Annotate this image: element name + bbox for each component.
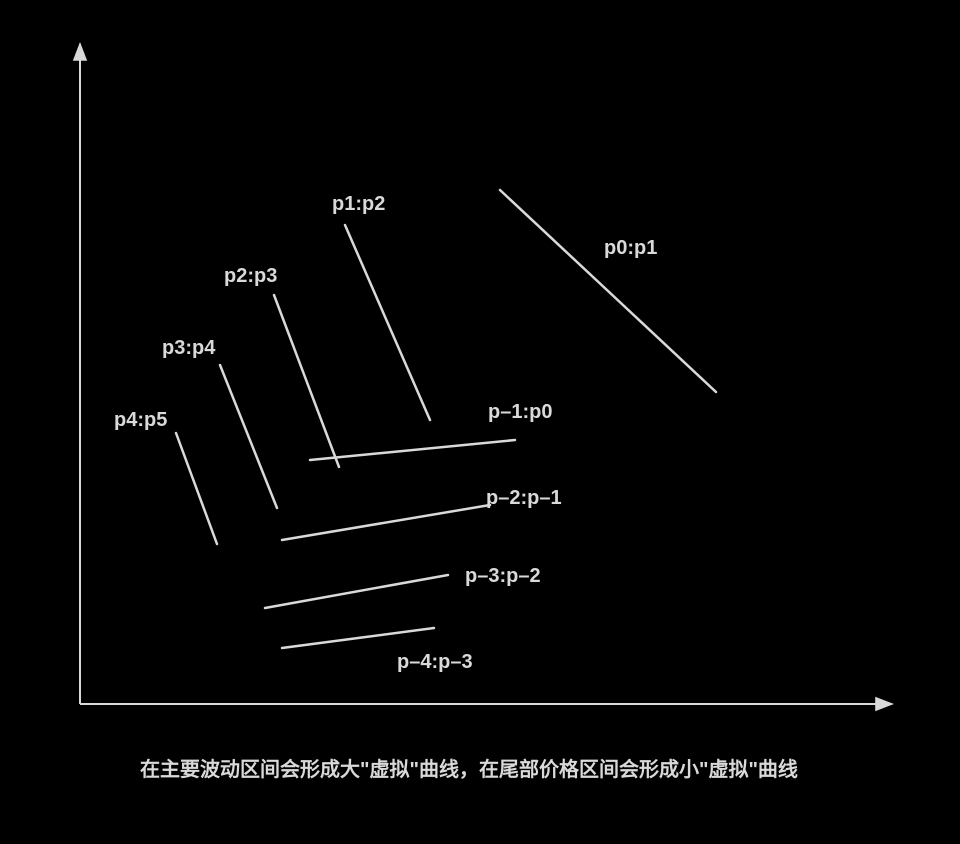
x-axis-arrow-icon bbox=[875, 697, 894, 711]
y-axis-arrow-icon bbox=[73, 42, 87, 61]
label-pm3pm2: p–3:p–2 bbox=[465, 565, 541, 587]
label-p0p1: p0:p1 bbox=[604, 237, 657, 259]
segment-pm3pm2 bbox=[265, 575, 448, 608]
segment-p3p4 bbox=[220, 365, 277, 508]
label-p3p4: p3:p4 bbox=[162, 337, 216, 359]
segment-p4p5 bbox=[176, 433, 217, 544]
axes bbox=[73, 42, 894, 711]
segment-p2p3 bbox=[274, 295, 339, 467]
label-pm2pm1: p–2:p–1 bbox=[486, 487, 562, 509]
segment-pm2pm1 bbox=[282, 505, 490, 540]
segment-p0p1 bbox=[500, 190, 716, 392]
segment-pm1p0 bbox=[310, 440, 515, 460]
caption: 在主要波动区间会形成大"虚拟"曲线，在尾部价格区间会形成小"虚拟"曲线 bbox=[140, 757, 798, 781]
label-p1p2: p1:p2 bbox=[332, 193, 385, 215]
label-pm4pm3: p–4:p–3 bbox=[397, 651, 473, 673]
label-p2p3: p2:p3 bbox=[224, 265, 277, 287]
labels-group: p0:p1 p1:p2 p2:p3 p3:p4 p4:p5 p–1:p0 p–2:p–1 p–… bbox=[114, 193, 657, 673]
diagram-canvas: p0:p1 p1:p2 p2:p3 p3:p4 p4:p5 p–1:p0 p–2:p–1 p–… bbox=[0, 0, 960, 844]
segment-p1p2 bbox=[345, 225, 430, 420]
segment-pm4pm3 bbox=[282, 628, 434, 648]
label-p4p5: p4:p5 bbox=[114, 409, 167, 431]
label-pm1p0: p–1:p0 bbox=[488, 401, 552, 423]
